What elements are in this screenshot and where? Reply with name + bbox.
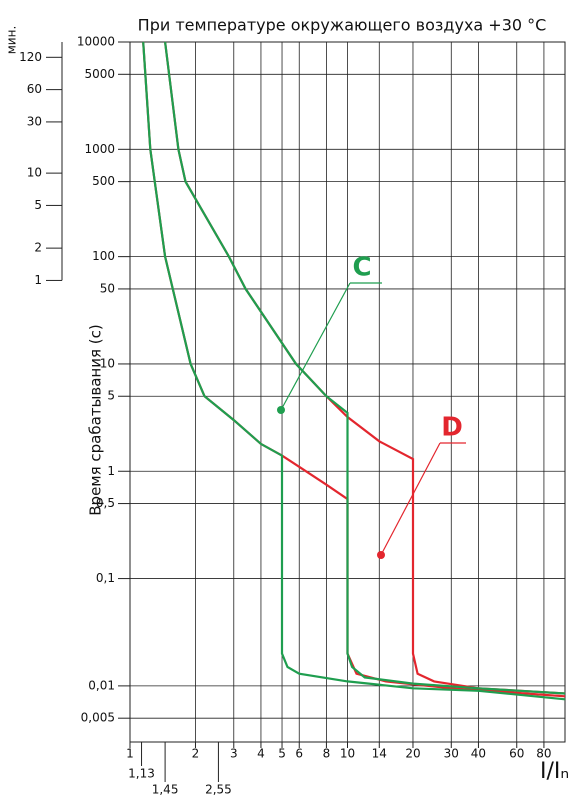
series-line <box>142 41 566 698</box>
chart-title: При температуре окружающего воздуха +30 … <box>138 16 547 35</box>
x-tick-label: 1 <box>126 747 134 761</box>
y2-tick-label: 10 <box>27 166 42 180</box>
x-tick-label: 5 <box>278 747 286 761</box>
series-line <box>142 41 566 701</box>
x-tick-label: 4 <box>257 747 265 761</box>
x-tick-label: 60 <box>509 747 524 761</box>
y2-tick-label: 2 <box>34 241 42 255</box>
y-tick-label: 50 <box>100 281 115 295</box>
y-tick-label: 5 <box>107 389 115 403</box>
y-tick-label: 1 <box>107 464 115 478</box>
x-extra-tick-label: 2,55 <box>205 783 232 797</box>
y-tick-label: 5000 <box>84 67 115 81</box>
series-label: C <box>352 253 371 283</box>
y-tick-label: 0,1 <box>96 571 115 585</box>
x-tick-label: 3 <box>230 747 238 761</box>
y-tick-label: 10 <box>100 356 115 370</box>
x-tick-label: 40 <box>471 747 486 761</box>
leader-line <box>380 442 441 556</box>
x-tick-label: 2 <box>192 747 200 761</box>
y2-tick-label: 5 <box>34 198 42 212</box>
series-label: D <box>441 413 463 443</box>
x-tick-label: 80 <box>536 747 551 761</box>
x-tick-label: 6 <box>295 747 303 761</box>
y2-tick-label: 60 <box>27 82 42 96</box>
x-tick-label: 8 <box>323 747 331 761</box>
x-axis-label: I/Iₙ <box>540 759 569 784</box>
y-tick-label: 500 <box>92 174 115 188</box>
x-tick-label: 10 <box>340 747 355 761</box>
y-tick-label: 0,005 <box>81 711 115 725</box>
y2-tick-label: 120 <box>19 50 42 64</box>
x-extra-tick-label: 1,13 <box>128 767 155 781</box>
y-tick-label: 10000 <box>77 35 115 49</box>
y-axis-label: Время срабатывания (с) <box>87 324 105 515</box>
y2-tick-label: 30 <box>27 114 42 128</box>
leader-dot <box>377 551 385 559</box>
x-tick-label: 14 <box>372 747 387 761</box>
leader-line <box>280 282 351 411</box>
y-tick-label: 1000 <box>84 142 115 156</box>
x-tick-label: 30 <box>444 747 459 761</box>
y-tick-label: 100 <box>92 249 115 263</box>
x-extra-tick-label: 1,45 <box>152 783 179 797</box>
x-tick-label: 20 <box>405 747 420 761</box>
y-tick-label: 0,5 <box>96 496 115 510</box>
y-tick-label: 0,01 <box>88 678 115 692</box>
y2-axis-label: мин. <box>5 26 19 55</box>
leader-dot <box>277 406 285 414</box>
y2-tick-label: 1 <box>34 273 42 287</box>
